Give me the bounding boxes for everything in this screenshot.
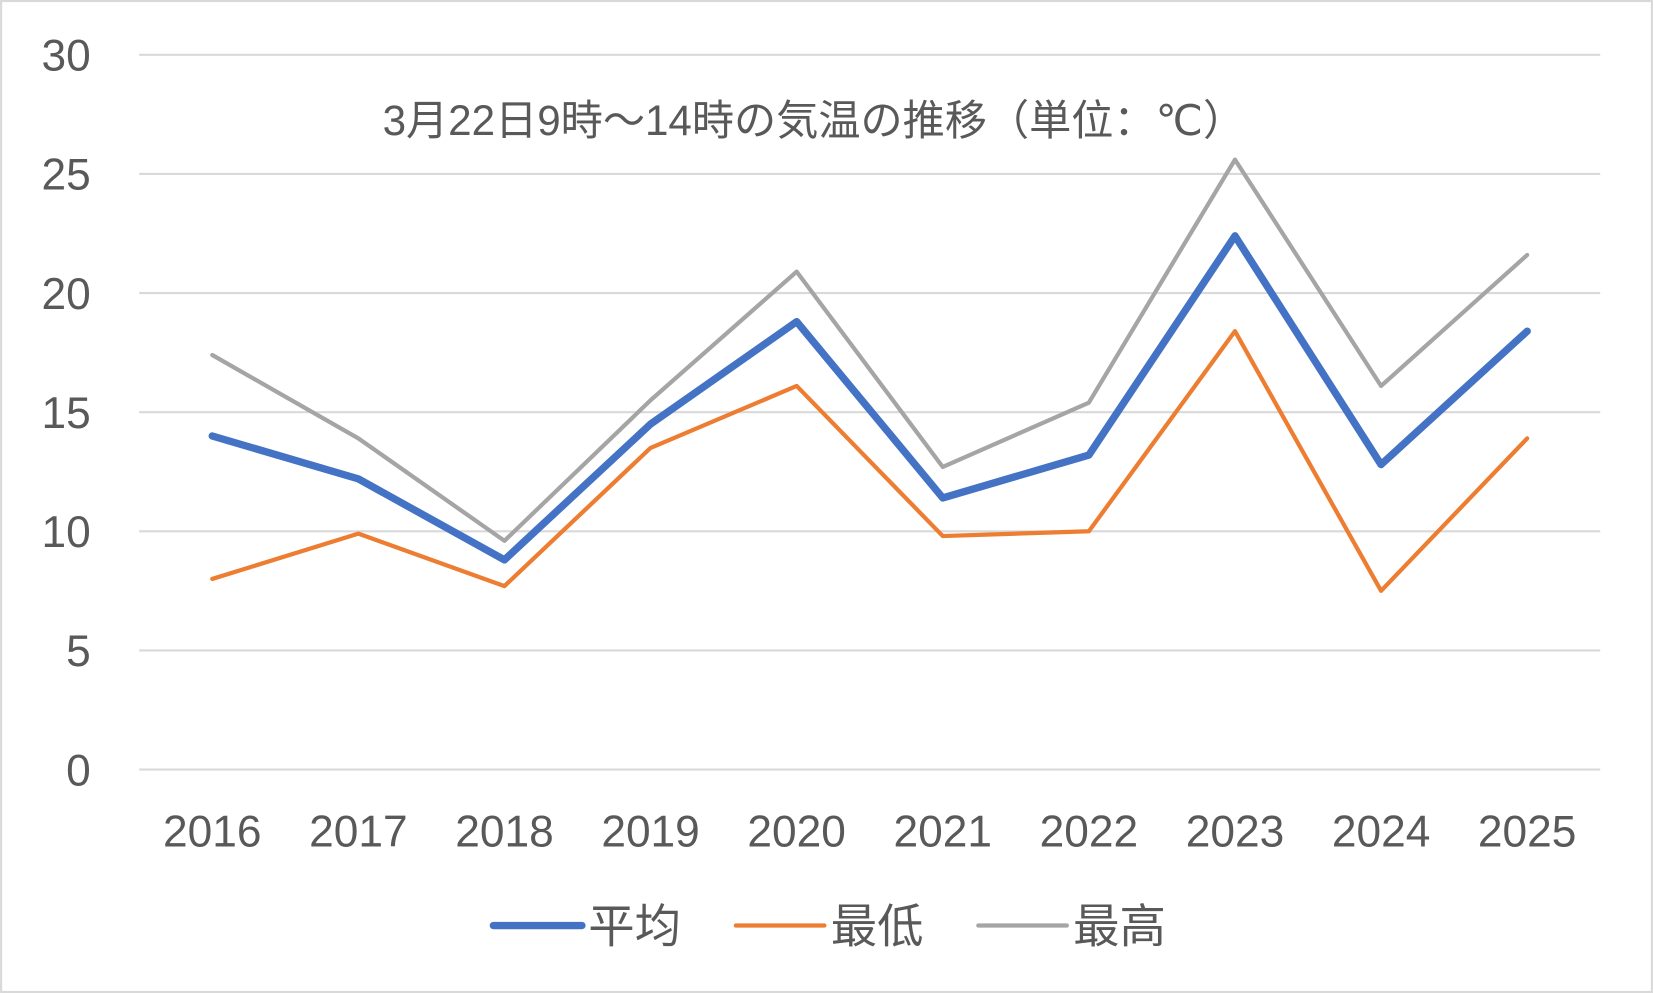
y-tick-label: 30 [41,32,90,81]
y-tick-label: 20 [41,270,90,319]
series-line-2 [210,157,1530,543]
x-tick-label: 2019 [601,807,699,856]
y-tick-label: 15 [41,389,90,438]
x-tick-label: 2016 [163,807,261,856]
y-tick-label: 5 [66,627,91,676]
y-tick-label: 0 [66,746,91,795]
x-tick-label: 2018 [455,807,553,856]
x-tick-label: 2025 [1478,807,1576,856]
legend-item: 最高 [976,900,1166,952]
legend-item: 平均 [489,900,681,952]
legend-label: 最低 [831,900,924,952]
legend-label: 最高 [1073,900,1166,952]
chart-title: 3月22日9時～14時の気温の推移（単位：℃） [383,97,1246,144]
x-tick-label: 2023 [1186,807,1284,856]
x-tick-label: 2020 [747,807,845,856]
x-tick-label: 2024 [1332,807,1430,856]
legend-label: 平均 [588,900,681,952]
legend-item: 最低 [733,900,924,952]
x-tick-label: 2017 [309,807,407,856]
y-tick-label: 10 [41,508,90,557]
x-tick-label: 2021 [894,807,992,856]
series-line-0 [208,232,1531,564]
series-line-1 [210,329,1530,593]
x-tick-label: 2022 [1040,807,1138,856]
y-tick-label: 25 [41,151,90,200]
